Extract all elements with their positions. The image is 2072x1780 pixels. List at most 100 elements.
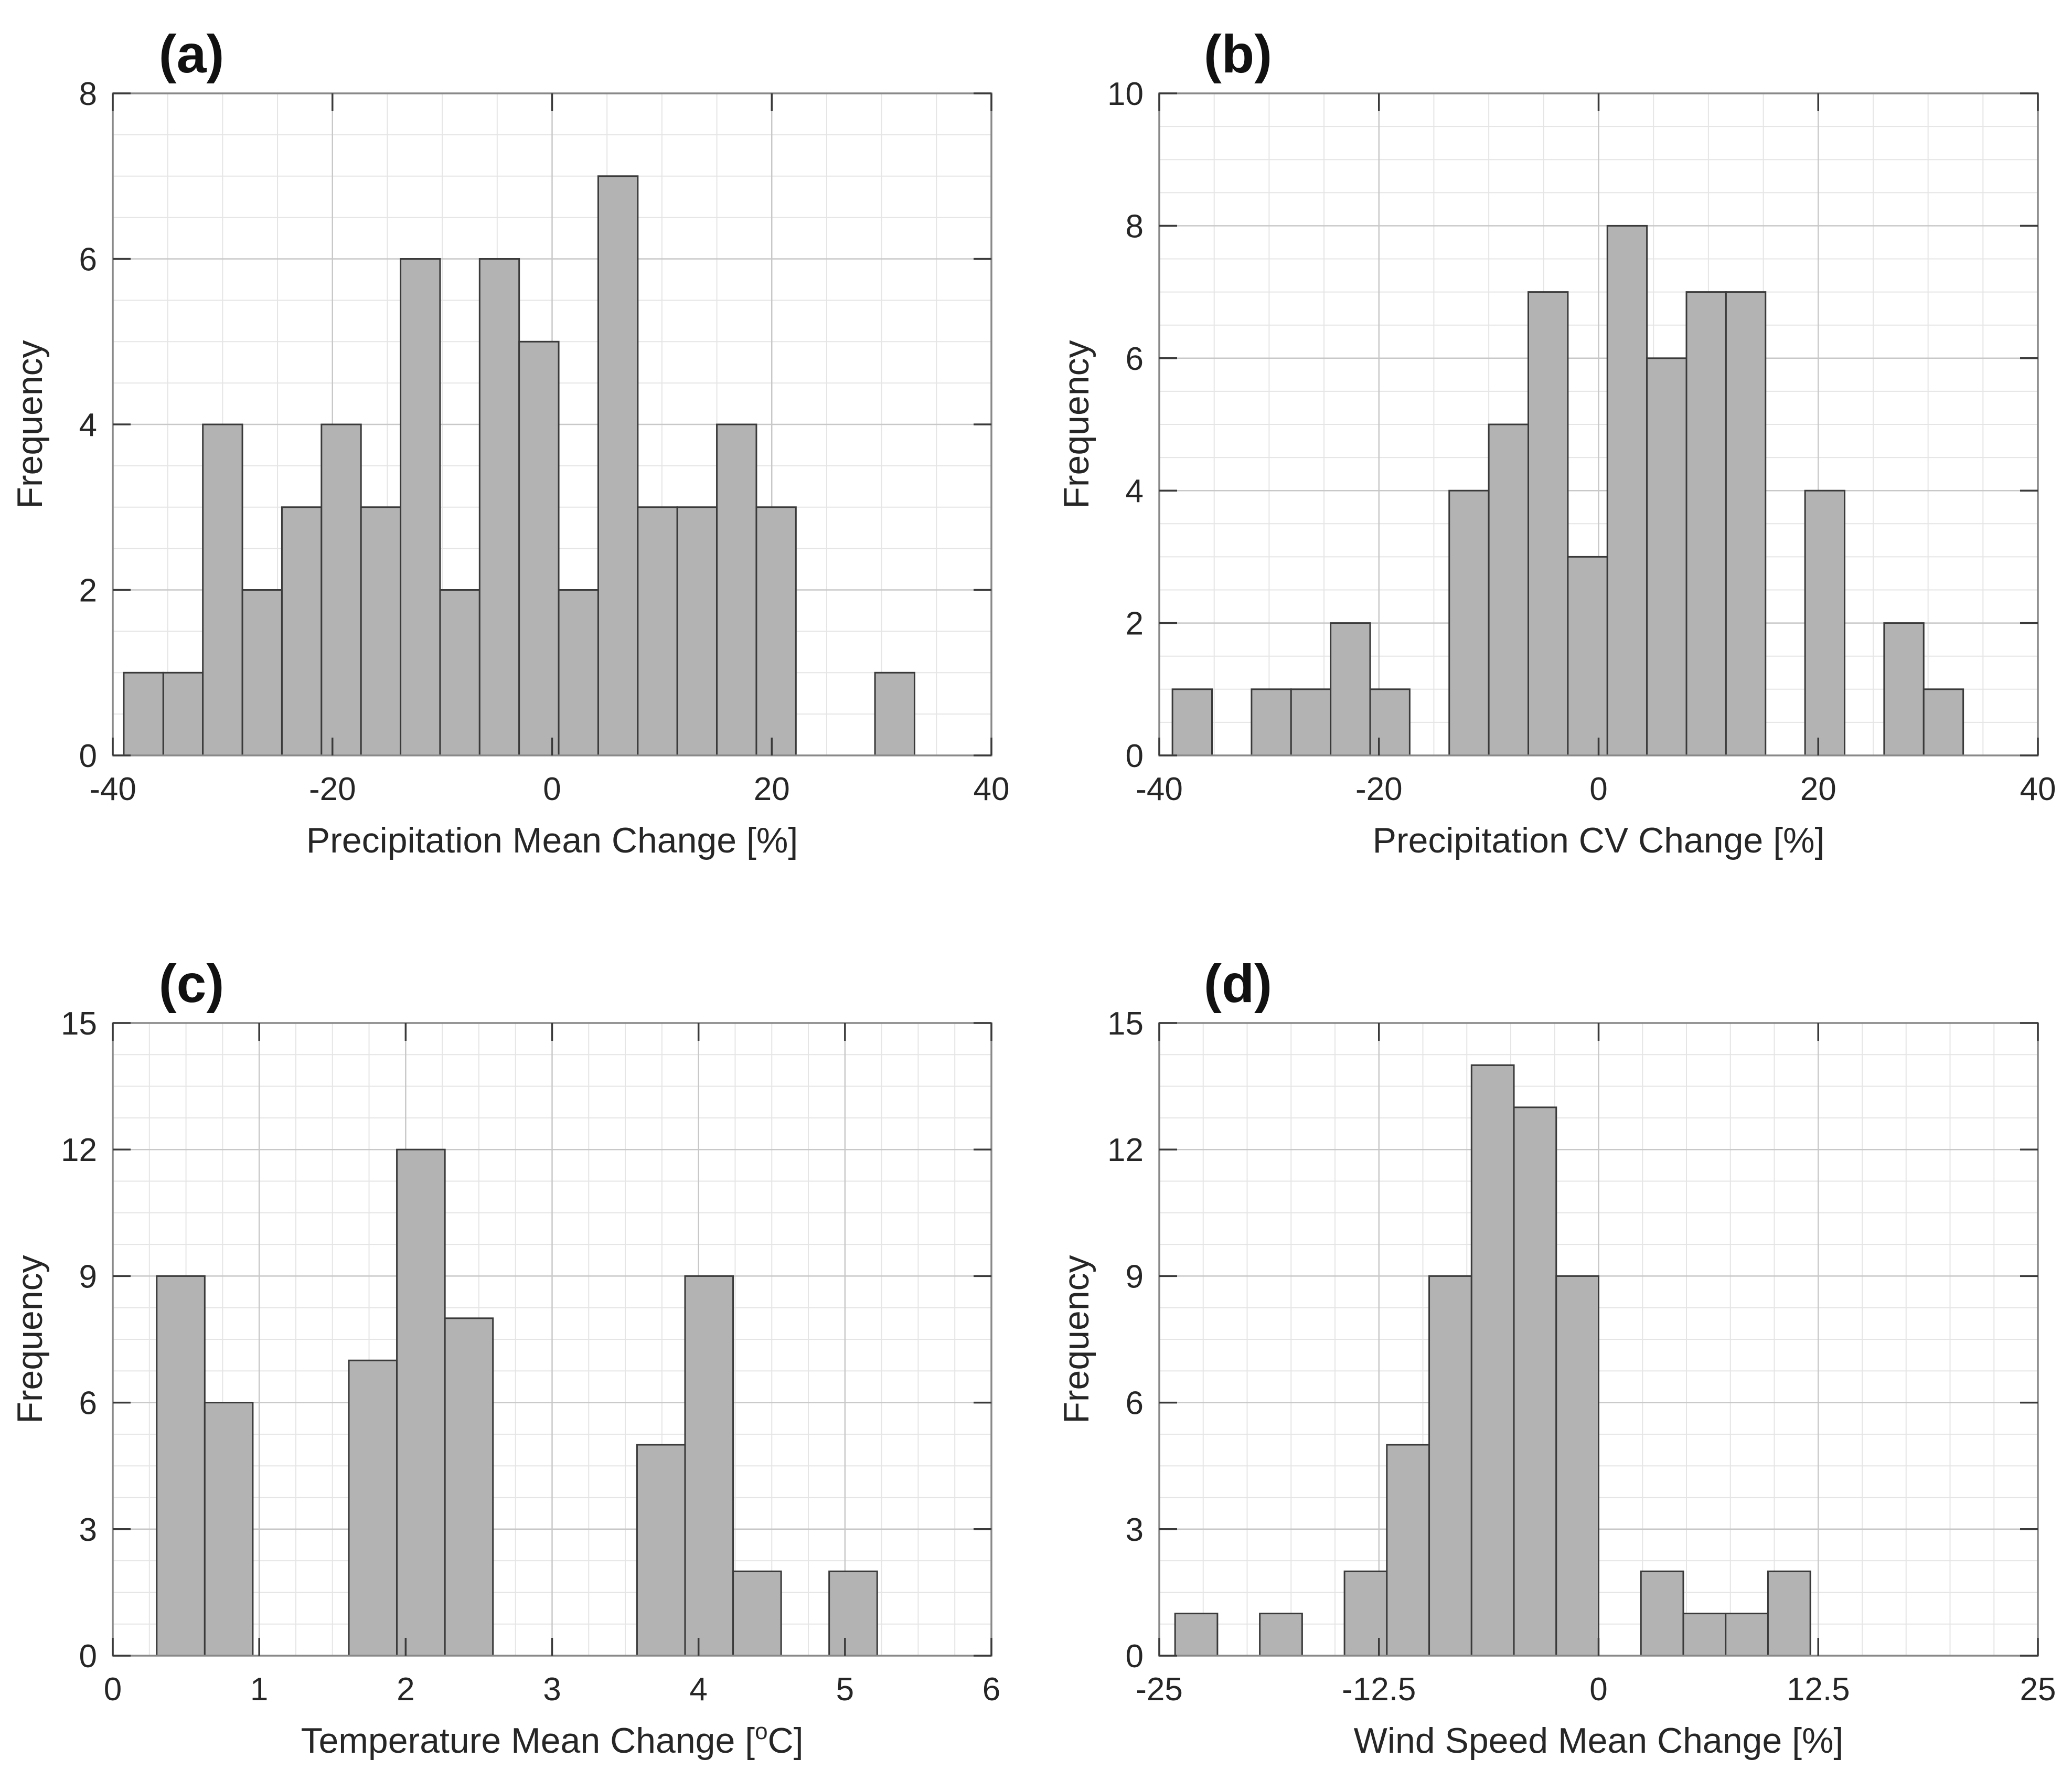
histogram-bar [716,423,757,756]
y-tick-label: 0 [1126,738,1144,774]
y-tick-label: 9 [1126,1259,1144,1295]
histogram-bar [1685,291,1727,756]
x-axis-title: Temperature Mean Change [oC] [301,1719,803,1761]
x-tick-label: 20 [1800,771,1836,807]
histogram-bar [400,258,441,756]
histogram-bar [1555,1275,1599,1657]
panel-letter: (b) [1204,24,1272,84]
histogram-bar [1448,489,1490,756]
histogram-bar [1528,291,1569,756]
y-tick-label: 0 [79,1638,97,1675]
y-tick-label: 12 [61,1132,97,1168]
histogram-bar [1923,688,1964,756]
histogram-bar [732,1570,782,1657]
histogram-bar [1290,688,1332,756]
histogram-bar [348,1359,398,1657]
histogram-bar [439,589,480,756]
histogram-bars [156,1148,878,1657]
y-tick-label: 6 [79,242,97,278]
histogram-bar [1513,1106,1557,1657]
x-axis-title-superscript: o [755,1719,767,1744]
y-tick-label: 9 [79,1259,97,1295]
histogram-bar [637,506,678,756]
y-tick-label: 0 [79,738,97,774]
histogram-bar [1369,688,1411,756]
y-tick-label: 15 [61,1006,97,1042]
tick-marks [1158,1022,2039,1657]
x-tick-label: 2 [397,1671,414,1708]
histogram-bar [676,506,718,756]
histogram-bar [281,506,323,756]
histogram-bar [123,672,164,756]
histogram-bar [1488,423,1529,756]
histogram-bar [1343,1570,1388,1657]
y-axis-title: Frequency [10,1255,50,1423]
histogram-bar [1606,225,1648,756]
histogram-bar [684,1275,734,1657]
x-tick-label: 0 [104,1671,122,1708]
panel-letter: (a) [159,24,225,84]
panel-d: -25 -12.5 0 12.5 25 0 3 6 9 12 15 Wind Speed Mean C… [1056,954,2056,1761]
x-axis-title-text: Precipitation Mean Change [%] [306,820,798,860]
panel-letter: (c) [159,954,225,1014]
y-tick-label: 3 [1126,1512,1144,1548]
x-tick-label: -40 [89,771,136,807]
histogram-bar [1259,1613,1303,1657]
x-tick-label: -12.5 [1342,1671,1416,1708]
x-tick-label: 25 [2020,1671,2056,1708]
histogram-bar [321,423,362,756]
x-tick-label: -20 [309,771,356,807]
tick-marks [112,92,992,756]
histogram-bar [636,1444,686,1657]
x-tick-label: 12.5 [1787,1671,1850,1708]
histogram-bar [1174,1613,1219,1657]
histogram-bar [202,423,243,756]
histogram-bar [1428,1275,1472,1657]
y-axis-title: Frequency [10,340,50,508]
histogram-bar [396,1148,446,1657]
x-axis-title-text: Precipitation CV Change [%] [1373,820,1825,860]
y-tick-label: 4 [1126,473,1144,509]
histogram-bar [241,589,283,756]
y-tick-label: 10 [1107,76,1144,112]
histogram-bar [1330,622,1371,756]
y-tick-label: 15 [1107,1006,1144,1042]
y-axis-title: Frequency [1056,1255,1096,1423]
x-tick-label: 0 [543,771,561,807]
histogram-bar [1804,489,1845,756]
histogram-bar [162,672,204,756]
x-tick-label: 5 [836,1671,854,1708]
histogram-bars [1171,225,1964,756]
histogram-bar [1640,1570,1684,1657]
x-tick-label: 40 [974,771,1010,807]
histogram-bar [1386,1444,1430,1657]
histogram-bar [1767,1570,1811,1657]
y-tick-label: 12 [1107,1132,1144,1168]
histogram-bar [1567,556,1608,756]
x-tick-label: 3 [543,1671,561,1708]
x-axis-title: Wind Speed Mean Change [%] [1354,1721,1844,1761]
x-axis-title-text: Temperature Mean Change [ [301,1721,755,1761]
histogram-bar [156,1275,206,1657]
x-tick-label: 4 [689,1671,707,1708]
x-tick-label: 40 [2020,771,2056,807]
histogram-bar [755,506,797,756]
x-tick-label: 6 [982,1671,1000,1708]
y-tick-label: 3 [79,1512,97,1548]
y-tick-label: 6 [79,1385,97,1422]
x-tick-label: 0 [1589,1671,1607,1708]
x-tick-label: -25 [1136,1671,1183,1708]
histogram-bar [1171,688,1213,756]
histogram-bar [1725,1613,1769,1657]
histogram-bar [360,506,402,756]
y-tick-label: 6 [1126,341,1144,377]
x-tick-label: -20 [1355,771,1403,807]
histogram-bar [444,1317,494,1657]
x-axis-title: Precipitation Mean Change [%] [306,820,798,860]
x-axis-title-text: Wind Speed Mean Change [%] [1354,1721,1844,1761]
y-tick-label: 8 [1126,208,1144,244]
y-axis-title: Frequency [1056,340,1096,508]
y-tick-label: 0 [1126,1638,1144,1675]
